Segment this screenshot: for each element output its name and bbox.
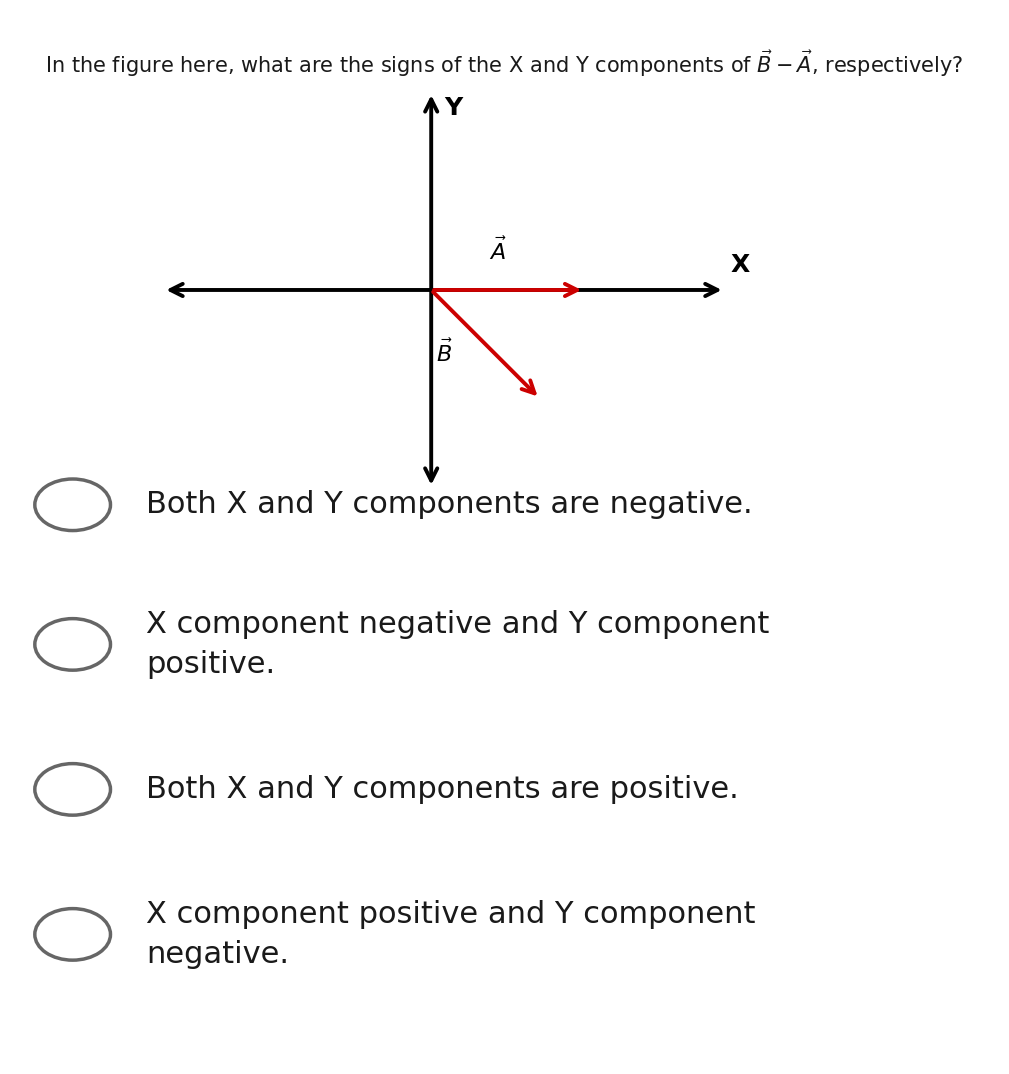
Text: Y: Y bbox=[444, 97, 462, 120]
Text: Both X and Y components are negative.: Both X and Y components are negative. bbox=[146, 490, 753, 520]
Text: X component negative and Y component
positive.: X component negative and Y component pos… bbox=[146, 610, 770, 679]
Text: $\vec{B}$: $\vec{B}$ bbox=[436, 338, 452, 365]
Text: X: X bbox=[731, 253, 750, 277]
Text: In the figure here, what are the signs of the X and Y components of $\vec{B} - \: In the figure here, what are the signs o… bbox=[45, 48, 964, 79]
Text: $\vec{A}$: $\vec{A}$ bbox=[488, 237, 507, 264]
Text: Both X and Y components are positive.: Both X and Y components are positive. bbox=[146, 774, 739, 804]
Text: X component positive and Y component
negative.: X component positive and Y component neg… bbox=[146, 900, 756, 969]
